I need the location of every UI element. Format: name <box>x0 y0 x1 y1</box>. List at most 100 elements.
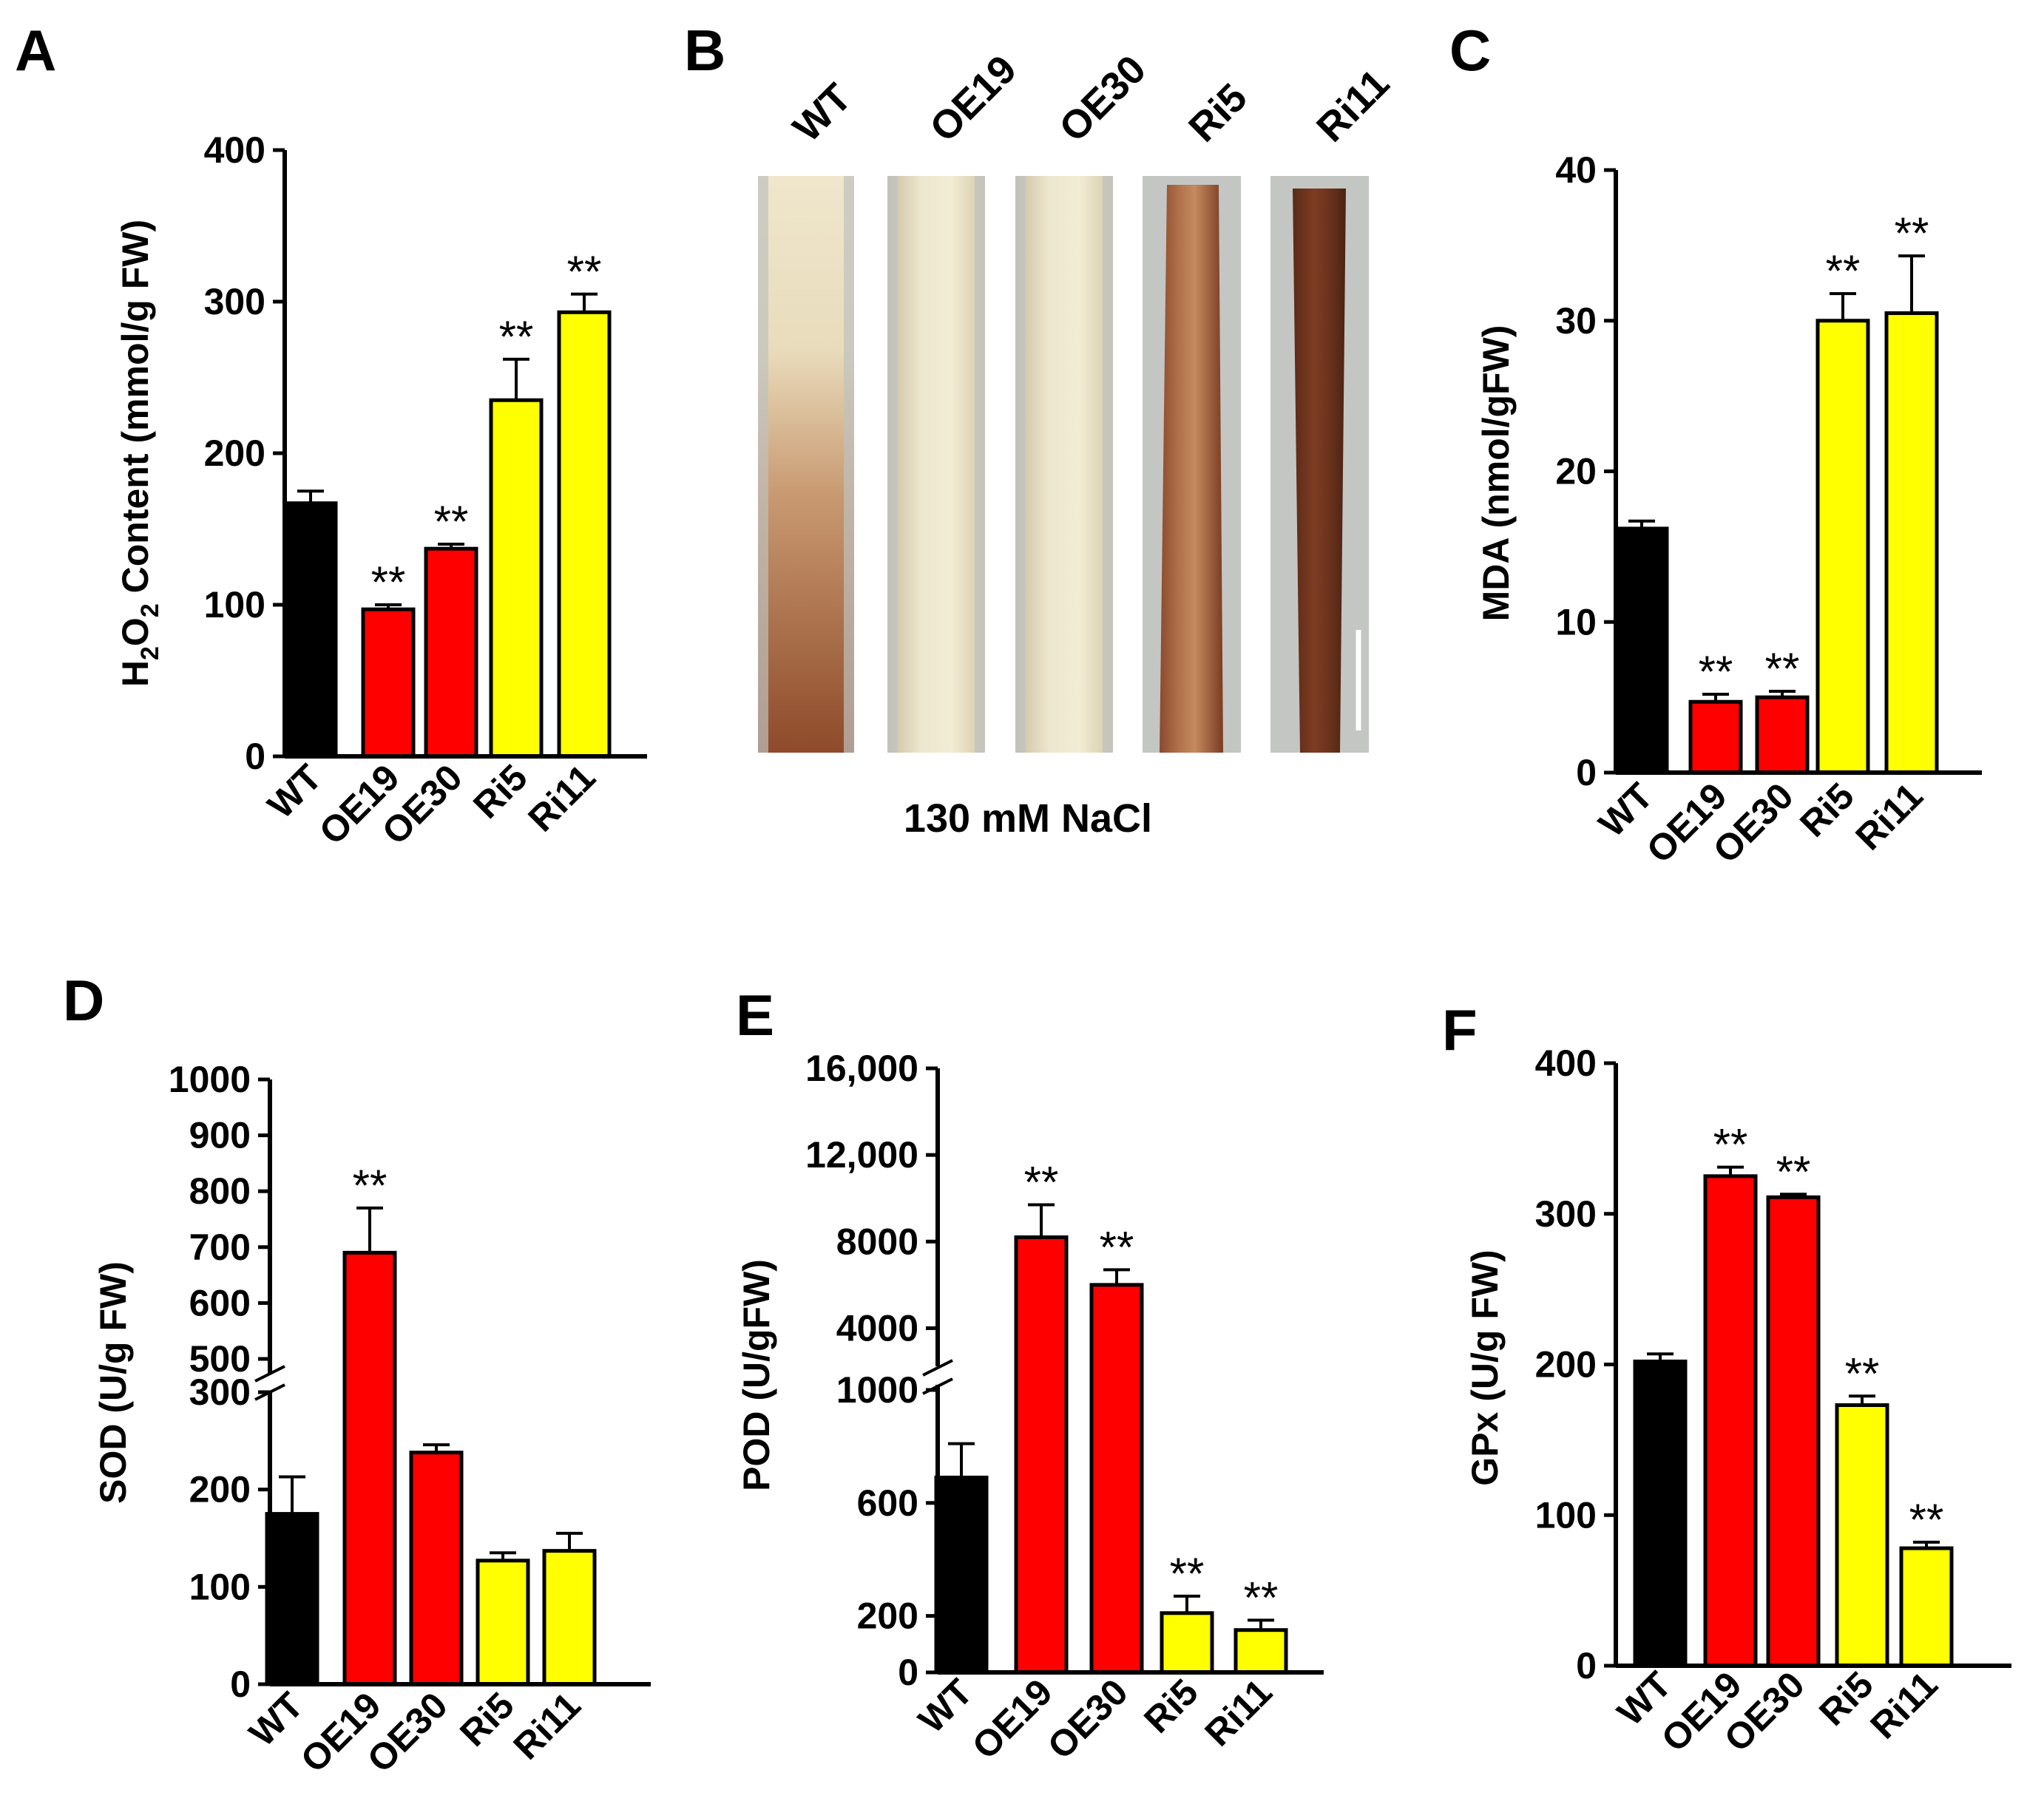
bar-ri5 <box>489 398 544 759</box>
bar-oe30 <box>1755 695 1810 775</box>
y-tick-label: 40 <box>1555 149 1597 191</box>
y-tick-label: 200 <box>204 433 265 474</box>
bar-oe19 <box>1703 1174 1758 1668</box>
bar-oe19 <box>1014 1235 1069 1675</box>
photo-label: WT <box>785 75 860 151</box>
y-tick-label: 200 <box>1535 1344 1597 1386</box>
bar-oe30 <box>409 1451 464 1686</box>
y-tick-label: 800 <box>189 1170 251 1212</box>
y-tick-label: 300 <box>204 281 265 322</box>
bar-oe30 <box>1089 1283 1144 1675</box>
significance-marker: ** <box>1024 1158 1059 1207</box>
x-tick-label: Ri11 <box>1847 775 1930 858</box>
y-tick-label: 100 <box>1535 1494 1597 1536</box>
significance-marker: ** <box>1776 1147 1811 1196</box>
y-tick-label: 8000 <box>836 1221 918 1262</box>
bar-ri5 <box>1815 319 1870 775</box>
bar-oe19 <box>342 1250 397 1686</box>
bar-wt <box>283 501 338 759</box>
panel-label-F: F <box>1442 997 1478 1062</box>
x-tick-label: OE19 <box>964 1671 1060 1767</box>
panel-label-A: A <box>15 18 56 83</box>
significance-marker: ** <box>1100 1222 1134 1272</box>
y-axis-label: MDA (nmol/gFW) <box>1475 325 1517 622</box>
y-axis-label: POD (U/gFW) <box>736 1259 777 1491</box>
x-tick-label: Ri11 <box>505 1684 588 1767</box>
significance-marker: ** <box>1699 647 1733 696</box>
photo-label: OE30 <box>1051 47 1154 150</box>
y-tick-label: 700 <box>189 1227 251 1268</box>
y-tick-label: 16,000 <box>805 1048 918 1089</box>
y-tick-label: 100 <box>204 584 265 625</box>
panel-label-D: D <box>63 968 104 1033</box>
significance-marker: ** <box>1765 644 1800 694</box>
y-axis-label: H2O2 Content (mmol/g FW) <box>115 220 164 687</box>
photo-caption: 130 mM NaCl <box>904 796 1152 841</box>
y-tick-label: 600 <box>857 1482 918 1524</box>
bar-ri11 <box>1899 1546 1954 1668</box>
y-tick-label: 600 <box>189 1282 251 1323</box>
bar-ri11 <box>542 1549 597 1686</box>
panel-b-photo: WT OE19 OE30 Ri5 Ri11 130 mM NaCl <box>758 47 1398 841</box>
y-tick-label: 1000 <box>836 1369 918 1411</box>
x-tick-label: Ri5 <box>465 756 535 827</box>
panel-label-C: C <box>1449 18 1491 83</box>
leaf-photo-oe30 <box>1015 176 1113 753</box>
x-tick-label: Ri5 <box>1792 775 1862 845</box>
bar-wt <box>1633 1359 1688 1668</box>
y-tick-label: 20 <box>1555 451 1597 492</box>
y-tick-label: 0 <box>230 1664 251 1705</box>
x-tick-label: Ri11 <box>1197 1671 1279 1754</box>
y-tick-label: 1000 <box>169 1059 251 1100</box>
photo-label: Ri5 <box>1180 75 1256 151</box>
bar-oe30 <box>424 546 478 759</box>
bar-ri5 <box>1835 1403 1889 1668</box>
leaf-photo-wt <box>758 176 854 753</box>
significance-marker: ** <box>1826 246 1861 296</box>
y-tick-label: 300 <box>1535 1193 1597 1235</box>
x-tick-label: WT <box>910 1671 981 1741</box>
significance-marker: ** <box>1895 208 1929 258</box>
panel-e-chart: 0 200 600 1000 4000 8000 12,000 16,000 ** ** ** **… <box>736 1048 1324 1767</box>
significance-marker: ** <box>353 1161 388 1210</box>
bar-ri5 <box>1160 1611 1214 1675</box>
bar-wt <box>265 1512 319 1686</box>
significance-marker: ** <box>1244 1573 1279 1622</box>
axis-break-mark <box>922 1377 953 1395</box>
bar-ri11 <box>1884 311 1939 775</box>
significance-marker: ** <box>567 247 602 296</box>
bar-wt <box>1614 526 1669 775</box>
y-tick-label: 30 <box>1555 300 1597 342</box>
bar-oe30 <box>1766 1195 1821 1668</box>
significance-marker: ** <box>1845 1349 1880 1398</box>
x-tick-label: Ri11 <box>520 756 603 839</box>
significance-marker: ** <box>434 497 469 546</box>
x-tick-label: OE30 <box>1040 1671 1136 1767</box>
y-tick-label: 500 <box>189 1338 251 1380</box>
y-tick-label: 12,000 <box>805 1134 918 1176</box>
bar-ri5 <box>476 1559 530 1686</box>
y-tick-label: 400 <box>204 129 265 171</box>
panel-label-B: B <box>684 18 725 83</box>
y-axis-label: SOD (U/g FW) <box>92 1261 134 1504</box>
y-axis-label: GPx (U/g FW) <box>1464 1249 1506 1485</box>
axis-break-mark <box>922 1359 953 1377</box>
leaf-photo-oe19 <box>887 176 985 753</box>
photo-label: OE19 <box>921 47 1025 150</box>
y-tick-label: 200 <box>857 1596 918 1637</box>
y-tick-label: 10 <box>1555 601 1597 642</box>
photo-label: Ri11 <box>1308 61 1398 151</box>
bar-oe19 <box>361 607 416 759</box>
y-tick-label: 100 <box>189 1566 251 1607</box>
bar-wt <box>934 1475 989 1675</box>
x-tick-label: Ri11 <box>1862 1664 1945 1746</box>
y-tick-label: 0 <box>1576 1645 1597 1686</box>
x-tick-label: Ri5 <box>1136 1671 1206 1741</box>
y-tick-label: 200 <box>189 1469 251 1510</box>
significance-marker: ** <box>1170 1549 1205 1598</box>
y-tick-label: 0 <box>245 736 265 777</box>
